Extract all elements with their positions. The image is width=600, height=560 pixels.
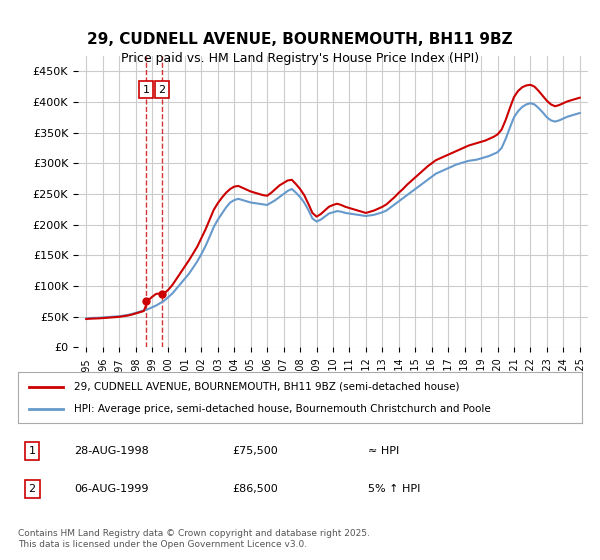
Text: Price paid vs. HM Land Registry's House Price Index (HPI): Price paid vs. HM Land Registry's House … [121,52,479,66]
Text: Contains HM Land Registry data © Crown copyright and database right 2025.
This d: Contains HM Land Registry data © Crown c… [18,529,370,549]
Text: 29, CUDNELL AVENUE, BOURNEMOUTH, BH11 9BZ (semi-detached house): 29, CUDNELL AVENUE, BOURNEMOUTH, BH11 9B… [74,381,460,391]
Text: 06-AUG-1999: 06-AUG-1999 [74,484,149,494]
Text: 2: 2 [29,484,35,494]
Text: 2: 2 [158,85,166,95]
Text: 1: 1 [143,85,150,95]
Text: ≈ HPI: ≈ HPI [368,446,399,456]
Text: 28-AUG-1998: 28-AUG-1998 [74,446,149,456]
Text: 1: 1 [29,446,35,456]
Text: HPI: Average price, semi-detached house, Bournemouth Christchurch and Poole: HPI: Average price, semi-detached house,… [74,404,491,414]
Text: £75,500: £75,500 [232,446,278,456]
Text: 5% ↑ HPI: 5% ↑ HPI [368,484,420,494]
Text: £86,500: £86,500 [232,484,278,494]
Text: 29, CUDNELL AVENUE, BOURNEMOUTH, BH11 9BZ: 29, CUDNELL AVENUE, BOURNEMOUTH, BH11 9B… [87,32,513,46]
